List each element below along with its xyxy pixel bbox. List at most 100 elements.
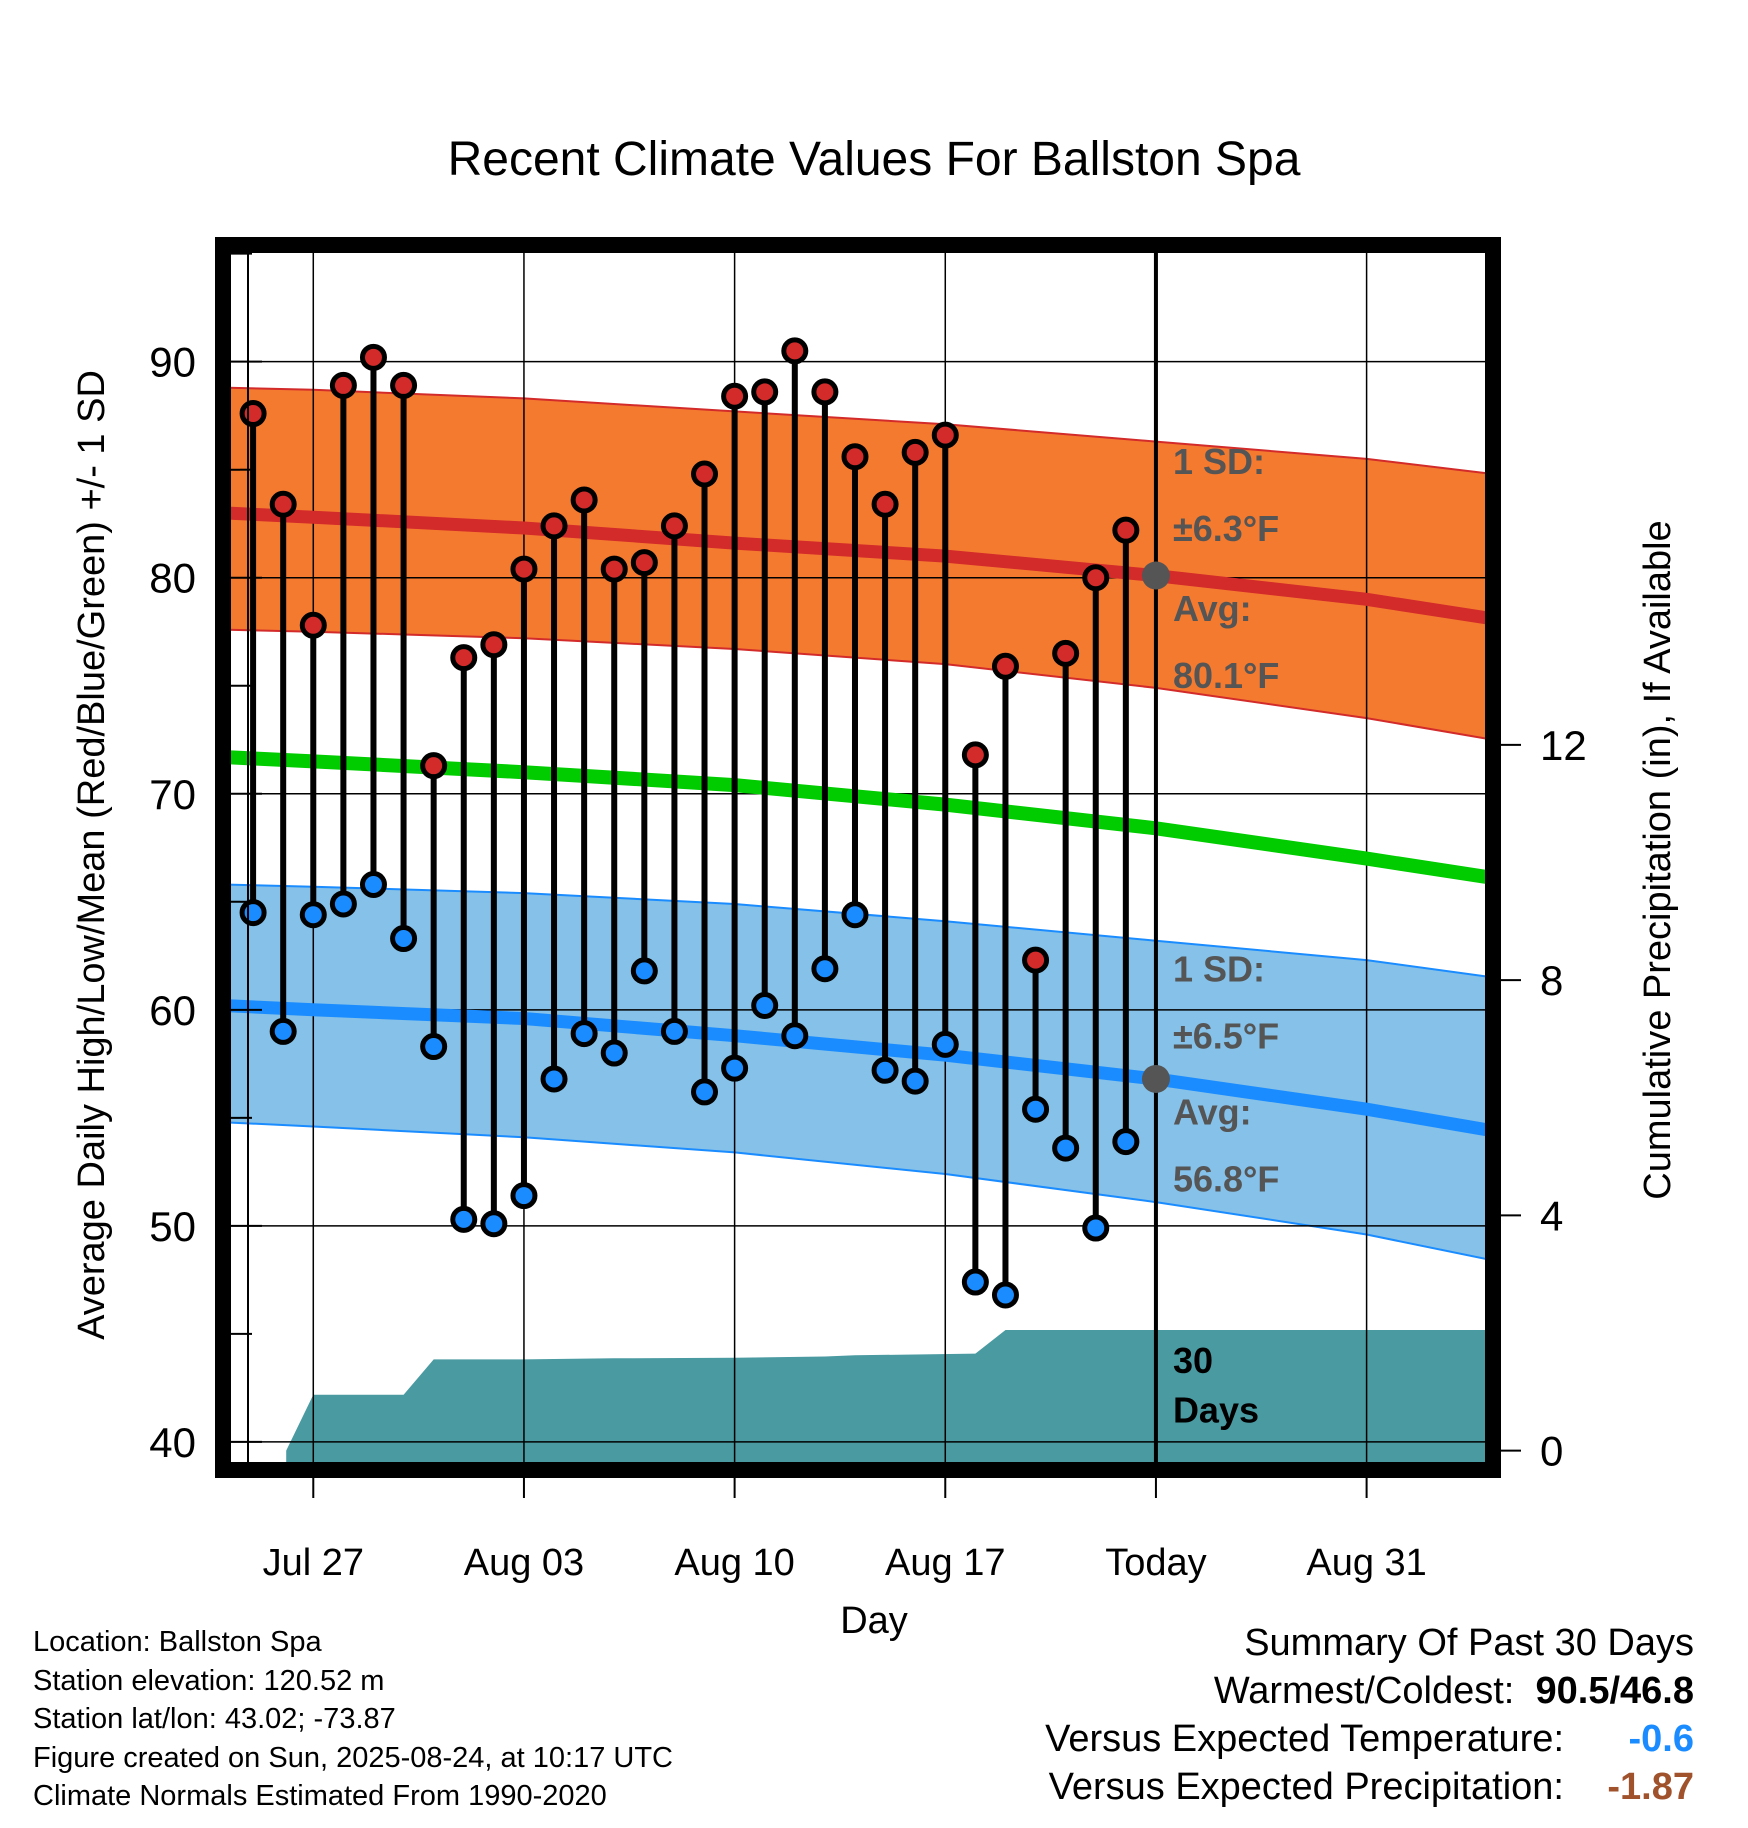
y2-tick-label: 8 [1540, 957, 1563, 1004]
high-temp-point [871, 490, 899, 518]
warm-cold-label: Warmest/Coldest: [1213, 1670, 1515, 1712]
plot-area: 1 SD: ±6.3°F Avg: 80.1°F 1 SD: ±6.5°F Avg: 56.8… [149, 237, 1587, 1584]
low-temp-point [660, 1017, 688, 1045]
high-temp-point [931, 421, 959, 449]
high-temp-point [359, 343, 387, 371]
high-temp-point [811, 378, 839, 406]
high-temp-point [450, 644, 478, 672]
low-temp-point [781, 1022, 809, 1050]
mean-avg-line [223, 750, 1493, 885]
high-avg-value: 80.1°F [1173, 655, 1279, 696]
high-temp-point [841, 443, 869, 471]
plot-content: 1 SD: ±6.3°F Avg: 80.1°F 1 SD: ±6.5°F Avg: 56.8… [223, 245, 1493, 1470]
x-axis-label: Day [840, 1600, 908, 1642]
high-temp-point [600, 555, 628, 583]
temp-value: -0.6 [1628, 1718, 1694, 1760]
x-tick-label: Today [1105, 1542, 1206, 1584]
coldest-value: 46.8 [1620, 1670, 1694, 1712]
high-temp-point [540, 512, 568, 540]
warm-cold-separator: / [1609, 1670, 1621, 1712]
precip-label-30: 30 [1173, 1340, 1213, 1381]
high-temp-point [691, 460, 719, 488]
high-temp-point [239, 400, 267, 428]
chart-title: Recent Climate Values For Ballston Spa [448, 133, 1301, 186]
high-temp-point [660, 512, 688, 540]
low-temp-point [239, 899, 267, 927]
summary-warm-cold-row: Warmest/Coldest: 90.5/46.8 [1045, 1667, 1694, 1715]
summary-temp-row: Versus Expected Temperature: -0.6 [1045, 1715, 1694, 1763]
precip-area [286, 1330, 1493, 1470]
low-sd-label: 1 SD: [1173, 949, 1265, 990]
low-temp-point [600, 1039, 628, 1067]
low-temp-point [540, 1065, 568, 1093]
low-temp-point [931, 1030, 959, 1058]
low-temp-point [480, 1210, 508, 1238]
high-temp-point [480, 631, 508, 659]
low-band-upper-edge [223, 883, 1493, 979]
summary-title: Summary Of Past 30 Days [1244, 1622, 1694, 1664]
x-tick-label: Aug 10 [674, 1542, 794, 1584]
x-tick-label: Aug 03 [464, 1542, 584, 1584]
high-avg-today-dot [1141, 561, 1170, 590]
low-temp-point [390, 925, 418, 953]
low-avg-today-dot [1141, 1064, 1170, 1093]
y-tick-label: 40 [149, 1419, 196, 1466]
low-temp-point [329, 890, 357, 918]
low-temp-point [510, 1182, 538, 1210]
x-tick-label: Aug 31 [1306, 1542, 1426, 1584]
precip-value: -1.87 [1607, 1766, 1694, 1808]
info-created: Figure created on Sun, 2025-08-24, at 10… [33, 1741, 673, 1774]
low-temp-point [691, 1078, 719, 1106]
high-temp-point [1022, 946, 1050, 974]
low-temp-point [570, 1020, 598, 1048]
plot-frame [215, 237, 1501, 1478]
low-avg-line [223, 999, 1493, 1138]
high-temp-point [390, 371, 418, 399]
low-temp-point [721, 1054, 749, 1082]
high-temp-point [721, 382, 749, 410]
y2-axis-label: Cumulative Precipitation (in), If Availa… [1637, 520, 1679, 1199]
low-avg-value: 56.8°F [1173, 1158, 1279, 1199]
high-sd-label: 1 SD: [1173, 441, 1265, 482]
precip-label: Versus Expected Precipitation: [1048, 1766, 1564, 1808]
high-sd-band [223, 387, 1493, 740]
high-temp-point [570, 486, 598, 514]
station-info: Location: Ballston Spa Station elevation… [33, 1623, 673, 1816]
y2-tick-label: 0 [1540, 1428, 1563, 1475]
low-temp-point [269, 1017, 297, 1045]
high-temp-point [510, 555, 538, 583]
low-sd-band [223, 884, 1493, 1261]
low-temp-point [299, 901, 327, 929]
low-temp-point [961, 1268, 989, 1296]
y-tick-label: 60 [149, 987, 196, 1034]
low-temp-point [901, 1067, 929, 1095]
high-temp-point [1052, 639, 1080, 667]
y2-tick-label: 12 [1540, 722, 1587, 769]
high-avg-label: Avg: [1173, 588, 1252, 629]
low-avg-label: Avg: [1173, 1091, 1252, 1132]
high-avg-line [223, 506, 1493, 626]
y2-tick-label: 4 [1540, 1192, 1563, 1239]
info-location: Location: Ballston Spa [33, 1626, 322, 1658]
low-temp-point [1052, 1134, 1080, 1162]
y-tick-label: 80 [149, 555, 196, 602]
summary-panel: Summary Of Past 30 Days Warmest/Coldest:… [1045, 1619, 1694, 1811]
high-temp-point [781, 337, 809, 365]
low-temp-point [991, 1281, 1019, 1309]
low-sd-value: ±6.5°F [1173, 1016, 1279, 1057]
high-temp-point [961, 741, 989, 769]
y-tick-label: 50 [149, 1203, 196, 1250]
high-temp-point [991, 652, 1019, 680]
info-latlon: Station lat/lon: 43.02; -73.87 [33, 1703, 396, 1735]
warmest-value: 90.5 [1535, 1670, 1610, 1712]
low-temp-point [841, 901, 869, 929]
high-temp-point [329, 371, 357, 399]
low-temp-point [1022, 1095, 1050, 1123]
y-tick-label: 70 [149, 771, 196, 818]
high-sd-value: ±6.3°F [1173, 508, 1279, 549]
high-temp-point [299, 611, 327, 639]
high-temp-point [901, 438, 929, 466]
high-temp-point [1082, 564, 1110, 592]
high-temp-point [420, 752, 448, 780]
